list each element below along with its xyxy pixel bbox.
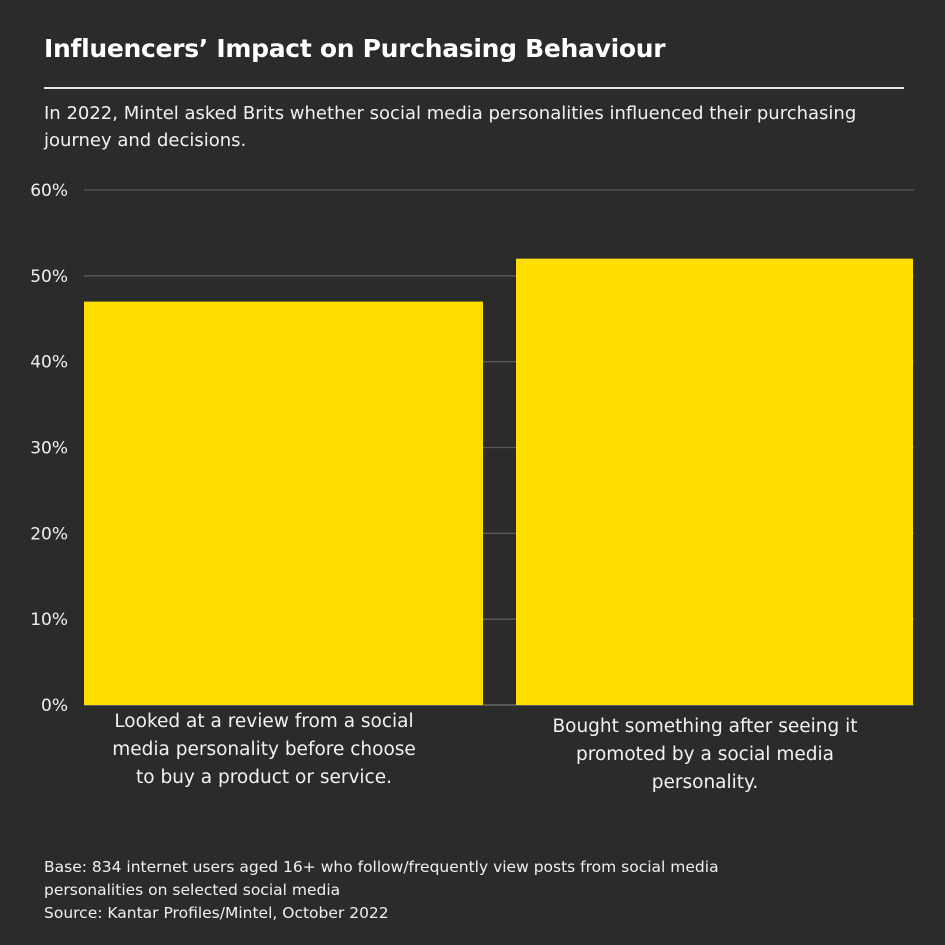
footer: Base: 834 internet users aged 16+ who fo… <box>44 856 804 925</box>
source-note: Source: Kantar Profiles/Mintel, October … <box>44 904 389 922</box>
y-tick-label: 10% <box>30 610 68 630</box>
y-tick-label: 0% <box>41 696 68 716</box>
bar <box>516 258 913 705</box>
chart-subtitle: In 2022, Mintel asked Brits whether soci… <box>44 103 857 151</box>
base-note: Base: 834 internet users aged 16+ who fo… <box>44 858 719 899</box>
title-divider <box>44 87 904 89</box>
y-tick-label: 40% <box>30 353 68 373</box>
chart-title: Influencers’ Impact on Purchasing Behavi… <box>44 34 666 63</box>
y-tick-label: 30% <box>30 439 68 459</box>
bar <box>84 301 483 705</box>
x-label-review: Looked at a review from a social media p… <box>112 711 416 788</box>
x-label-bought: Bought something after seeing it promote… <box>552 716 858 793</box>
y-tick-label: 50% <box>30 267 68 287</box>
y-tick-label: 20% <box>30 524 68 544</box>
y-tick-label: 60% <box>30 181 68 201</box>
